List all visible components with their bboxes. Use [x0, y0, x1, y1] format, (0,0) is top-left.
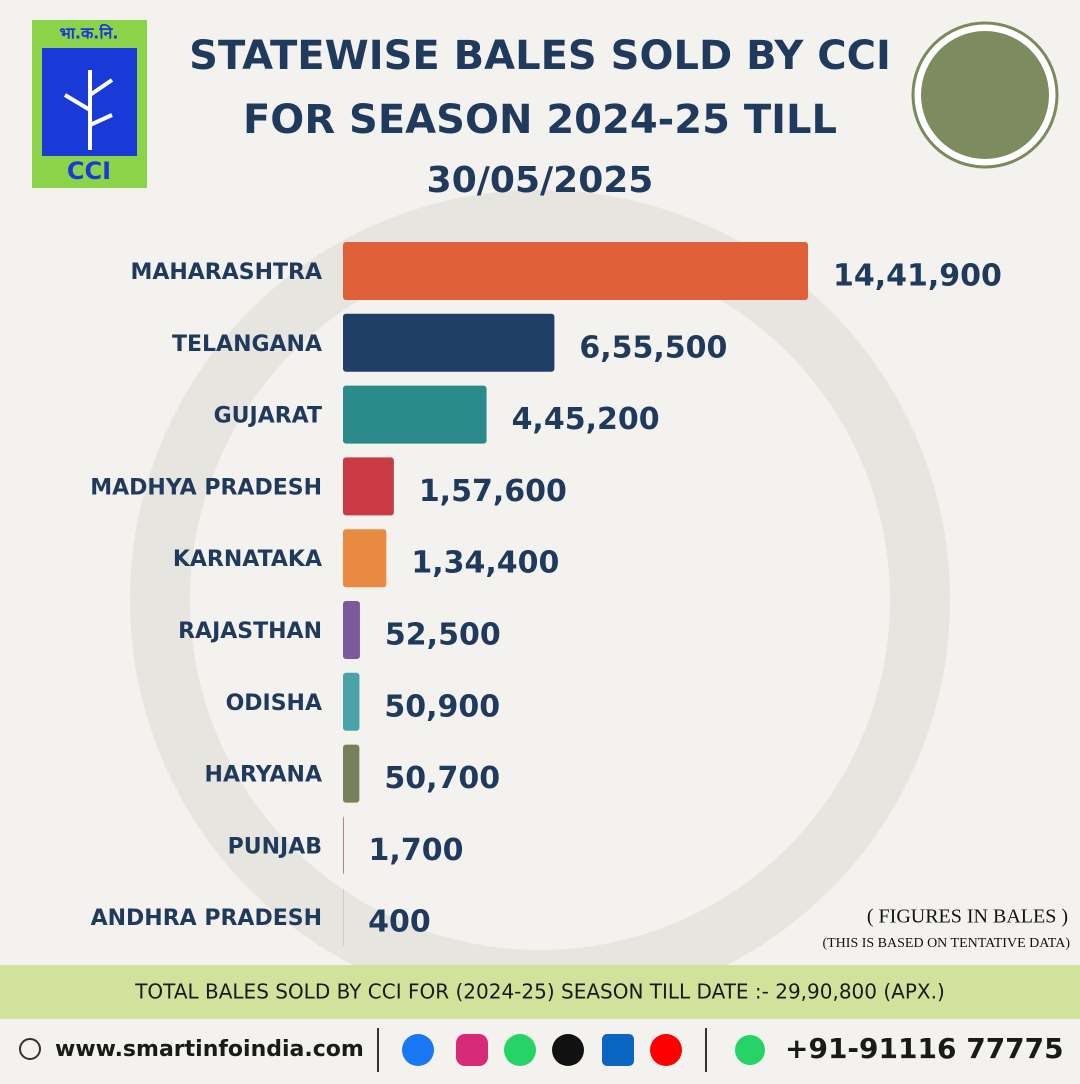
category-label: RAJASTHAN	[178, 619, 322, 644]
bar	[343, 601, 360, 659]
category-label: ANDHRA PRADESH	[91, 906, 322, 931]
phone-icon	[735, 1035, 765, 1065]
linkedin-icon[interactable]	[602, 1034, 634, 1066]
chart-title: 30/05/2025	[427, 160, 654, 201]
note: ( FIGURES IN BALES )	[867, 906, 1068, 928]
bar	[343, 314, 554, 372]
bar	[343, 529, 386, 587]
bar	[343, 242, 808, 300]
value-label: 4,45,200	[512, 402, 660, 437]
bar	[343, 386, 487, 444]
value-label: 1,34,400	[411, 546, 559, 581]
value-label: 1,700	[369, 833, 464, 868]
instagram-icon[interactable]	[456, 1034, 488, 1066]
globe-icon	[20, 1039, 40, 1059]
category-label: ODISHA	[226, 691, 322, 716]
whatsapp-icon[interactable]	[504, 1034, 536, 1066]
facebook-icon[interactable]	[402, 1034, 434, 1066]
category-label: PUNJAB	[228, 834, 322, 859]
bar	[343, 745, 359, 803]
cci-logo: भा.क.नि. CCI	[32, 20, 147, 188]
phone[interactable]: +91-91116 77775	[785, 1032, 1064, 1065]
chart-title: FOR SEASON 2024-25 TILL	[243, 97, 837, 143]
category-label: HARYANA	[205, 763, 322, 788]
sis-logo	[913, 23, 1057, 167]
footer-total: TOTAL BALES SOLD BY CCI FOR (2024-25) SE…	[134, 980, 945, 1004]
x-icon[interactable]	[552, 1034, 584, 1066]
chart-title: STATEWISE BALES SOLD BY CCI	[189, 33, 891, 79]
category-label: TELANGANA	[172, 332, 322, 357]
category-label: MADHYA PRADESH	[90, 475, 322, 500]
bar	[343, 816, 344, 874]
value-label: 1,57,600	[419, 474, 567, 509]
bar	[343, 673, 359, 731]
category-label: MAHARASHTRA	[130, 260, 322, 285]
sis-disc	[921, 31, 1049, 159]
note: (THIS IS BASED ON TENTATIVE DATA)	[822, 936, 1070, 951]
value-label: 6,55,500	[579, 330, 727, 365]
website[interactable]: www.smartinfoindia.com	[55, 1037, 364, 1062]
value-label: 50,900	[384, 689, 500, 724]
value-label: 400	[368, 905, 431, 940]
value-label: 52,500	[385, 618, 501, 653]
value-label: 50,700	[384, 761, 500, 796]
bar	[343, 457, 394, 515]
logo-hindi: भा.क.नि.	[60, 24, 119, 43]
youtube-icon[interactable]	[650, 1034, 682, 1066]
category-label: KARNATAKA	[173, 547, 322, 572]
value-label: 14,41,900	[833, 259, 1002, 294]
category-label: GUJARAT	[214, 404, 322, 429]
logo-name: CCI	[67, 157, 111, 185]
